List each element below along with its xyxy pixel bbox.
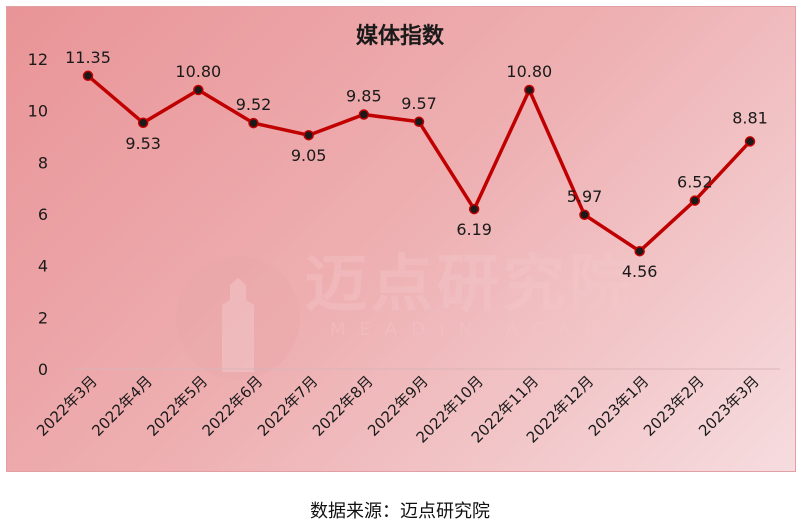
y-tick-label: 2 xyxy=(38,308,48,327)
y-tick-label: 0 xyxy=(38,360,48,379)
data-label: 5.97 xyxy=(567,187,603,206)
data-point xyxy=(193,84,204,96)
data-label: 9.57 xyxy=(401,94,437,113)
y-tick-label: 12 xyxy=(28,50,48,69)
y-tick-label: 8 xyxy=(38,153,48,172)
data-point xyxy=(303,129,314,141)
x-axis: 2022年3月2022年4月2022年5月2022年6月2022年7月2022年… xyxy=(33,372,763,446)
chart-title: 媒体指数 xyxy=(355,24,444,49)
data-point xyxy=(248,117,259,129)
data-label: 9.05 xyxy=(291,146,327,165)
data-label: 8.81 xyxy=(732,108,768,127)
data-label: 11.35 xyxy=(65,48,111,67)
data-point xyxy=(137,117,149,129)
series-1: 11.35 9.53 10.80 9.52 9.05 9.85 9.57 6.19 10.80 5… xyxy=(65,48,768,281)
data-point xyxy=(579,209,590,221)
data-label: 10.80 xyxy=(506,62,552,81)
y-tick-label: 10 xyxy=(28,102,48,121)
watermark-text: 迈点研究院 xyxy=(305,247,635,320)
watermark: 迈点研究院 MEADIN ACADEMY xyxy=(176,247,692,380)
data-label: 6.52 xyxy=(677,173,713,192)
data-label: 4.56 xyxy=(622,262,658,281)
x-tick-label: 2023年3月 xyxy=(695,372,763,440)
data-point xyxy=(358,109,370,120)
data-point xyxy=(524,84,535,96)
source-note: 数据来源：迈点研究院 xyxy=(310,501,490,522)
data-label: 9.53 xyxy=(125,134,161,153)
data-label: 9.52 xyxy=(236,95,272,114)
data-label: 9.85 xyxy=(346,87,382,106)
y-axis: 0 2 4 6 8 10 12 xyxy=(28,50,48,379)
line-chart: 迈点研究院 MEADIN ACADEMY 0 2 4 6 8 10 12 2022年3月20… xyxy=(28,48,780,447)
data-point xyxy=(744,136,756,147)
watermark-logo-icon xyxy=(176,256,300,380)
data-point xyxy=(468,203,480,215)
chart-area xyxy=(6,6,796,472)
data-label: 10.80 xyxy=(175,62,221,81)
data-point xyxy=(413,116,425,128)
y-tick-label: 4 xyxy=(38,257,48,276)
data-label: 6.19 xyxy=(456,220,492,239)
y-tick-label: 6 xyxy=(38,205,48,224)
data-point xyxy=(634,245,645,257)
data-point xyxy=(689,195,701,206)
watermark-subtext: MEADIN ACADEMY xyxy=(330,319,692,340)
data-point xyxy=(82,70,94,82)
